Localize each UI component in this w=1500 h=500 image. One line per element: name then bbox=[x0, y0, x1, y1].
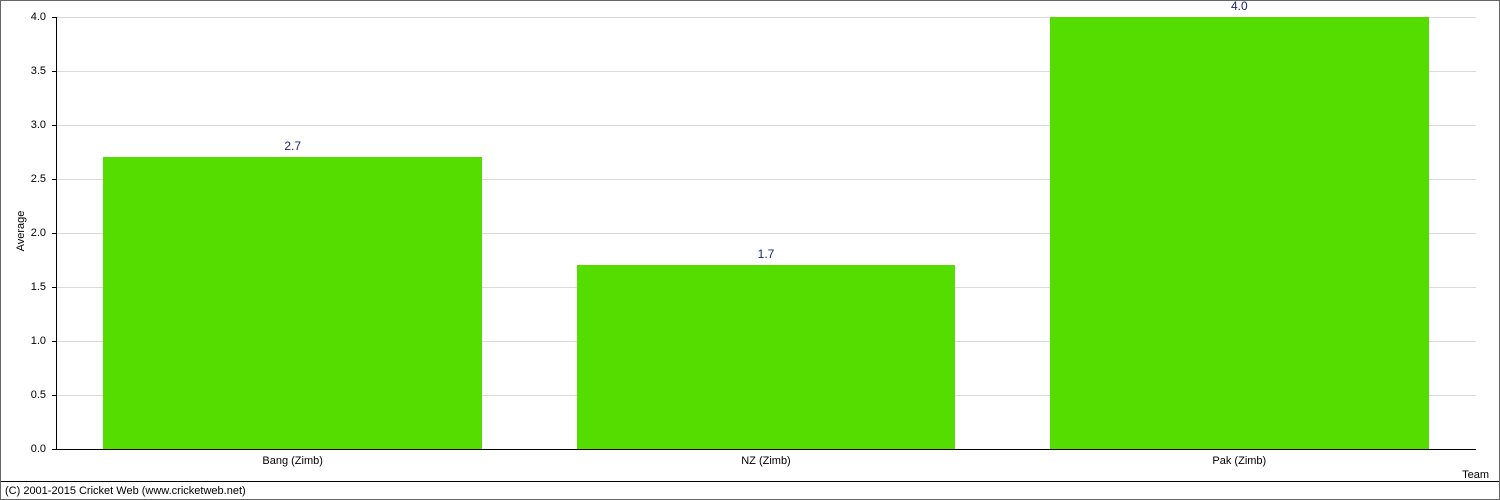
bar-value-label: 4.0 bbox=[1050, 0, 1429, 13]
y-tick-label: 0.0 bbox=[6, 443, 46, 455]
bar bbox=[1050, 17, 1429, 449]
y-tick-mark bbox=[52, 233, 56, 234]
x-axis-line bbox=[56, 449, 1476, 450]
copyright-text: (C) 2001-2015 Cricket Web (www.cricketwe… bbox=[5, 485, 246, 497]
x-tick-label: NZ (Zimb) bbox=[529, 455, 1002, 467]
copyright-divider bbox=[1, 481, 1499, 482]
y-tick-mark bbox=[52, 125, 56, 126]
x-axis-title: Team bbox=[1409, 469, 1489, 481]
y-tick-mark bbox=[52, 179, 56, 180]
y-tick-label: 0.5 bbox=[6, 389, 46, 401]
y-tick-label: 4.0 bbox=[6, 11, 46, 23]
y-tick-mark bbox=[52, 17, 56, 18]
y-tick-mark bbox=[52, 71, 56, 72]
y-tick-mark bbox=[52, 449, 56, 450]
y-tick-mark bbox=[52, 395, 56, 396]
y-tick-label: 1.5 bbox=[6, 281, 46, 293]
bar-value-label: 1.7 bbox=[577, 247, 956, 261]
y-tick-mark bbox=[52, 341, 56, 342]
y-axis-line bbox=[56, 17, 57, 449]
bar bbox=[103, 157, 482, 449]
x-tick-label: Bang (Zimb) bbox=[56, 455, 529, 467]
y-tick-label: 3.0 bbox=[6, 119, 46, 131]
plot-area: 2.71.74.0 bbox=[56, 17, 1476, 449]
chart-container: 2.71.74.0 Average Team (C) 2001-2015 Cri… bbox=[0, 0, 1500, 500]
y-tick-label: 2.5 bbox=[6, 173, 46, 185]
y-tick-label: 3.5 bbox=[6, 65, 46, 77]
bar bbox=[577, 265, 956, 449]
y-tick-label: 1.0 bbox=[6, 335, 46, 347]
y-tick-label: 2.0 bbox=[6, 227, 46, 239]
x-tick-label: Pak (Zimb) bbox=[1003, 455, 1476, 467]
y-tick-mark bbox=[52, 287, 56, 288]
bar-value-label: 2.7 bbox=[103, 139, 482, 153]
